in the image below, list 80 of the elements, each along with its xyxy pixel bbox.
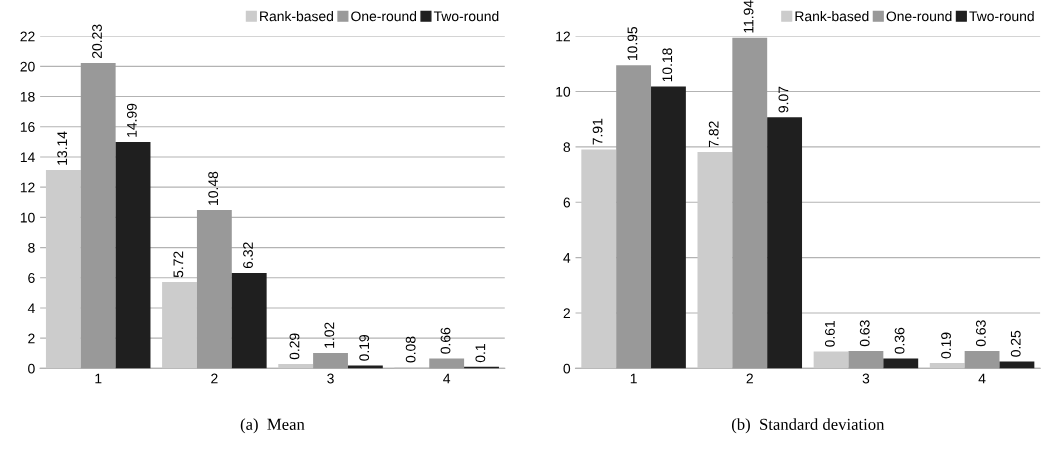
data-label: 7.82: [708, 121, 719, 147]
y-tick-label: 2: [563, 308, 570, 319]
bar: [162, 282, 197, 369]
x-tick-label: 1: [95, 373, 102, 384]
data-label: 1.02: [324, 322, 335, 348]
y-tick-label: 4: [563, 253, 571, 263]
bar: [651, 86, 686, 369]
data-label: 0.61: [824, 320, 835, 347]
y-tick-label: 8: [28, 242, 35, 253]
legend-label: Two-round: [433, 11, 499, 22]
data-label: 11.94: [743, 0, 754, 33]
x-tick-label: 3: [327, 373, 334, 384]
y-tick-label: 14: [20, 152, 35, 162]
data-label: 7.91: [592, 118, 603, 145]
bar: [429, 358, 465, 369]
bar: [80, 62, 116, 369]
x-tick-label: 2: [211, 373, 218, 384]
y-tick-label: 0: [28, 363, 35, 374]
y-tick-label: 6: [563, 197, 571, 208]
data-label: 0.63: [975, 320, 986, 347]
y-tick-label: 10: [556, 86, 571, 97]
y-tick-label: 16: [20, 122, 35, 132]
y-tick-label: 6: [28, 273, 35, 283]
bar: [883, 358, 919, 369]
bar: [616, 65, 652, 369]
y-tick-label: 20: [20, 61, 35, 72]
legend-label: Rank-based: [260, 11, 333, 22]
y-tick-label: 12: [20, 182, 35, 193]
data-label: 0.19: [941, 332, 951, 359]
y-tick-label: 0: [563, 363, 571, 374]
bar: [732, 37, 768, 369]
y-tick-label: 10: [20, 212, 35, 223]
legend-label: One-round: [351, 11, 417, 22]
bar: [697, 151, 733, 369]
y-tick-label: 12: [556, 31, 570, 42]
data-label: 5.72: [173, 251, 184, 278]
bar: [999, 361, 1035, 369]
y-tick-label: 8: [563, 142, 571, 153]
bar: [581, 149, 617, 369]
data-label: 0.19: [359, 334, 370, 361]
y-tick-label: 4: [27, 303, 35, 314]
data-label: 0.36: [894, 327, 905, 354]
data-label: 20.23: [92, 24, 102, 59]
bar: [813, 351, 849, 369]
data-label: 0.25: [1010, 330, 1021, 357]
y-tick-label: 18: [20, 91, 35, 102]
bar: [278, 364, 314, 369]
x-tick-label: 1: [630, 373, 637, 384]
text: (a) Mean: [240, 418, 305, 434]
data-label: 0.29: [289, 333, 300, 360]
bar: [45, 169, 81, 369]
y-tick-label: 22: [20, 31, 35, 42]
text: (b) Standard deviation: [731, 418, 885, 434]
legend-label: Two-round: [969, 11, 1034, 22]
data-label: 0.63: [859, 320, 870, 347]
data-label: 10.18: [662, 48, 673, 82]
bar: [115, 142, 151, 369]
data-label: 0.1: [475, 344, 486, 363]
bar: [196, 210, 232, 369]
x-tick-label: 2: [746, 373, 753, 384]
y-tick-label: 2: [28, 333, 35, 344]
bar: [313, 352, 348, 369]
x-tick-label: 3: [862, 373, 870, 384]
data-label: 10.48: [208, 171, 219, 205]
data-label: 6.32: [243, 242, 253, 269]
bar: [767, 117, 803, 369]
data-label: 0.66: [440, 327, 451, 354]
bar: [964, 350, 1000, 369]
x-tick-label: 4: [978, 373, 986, 384]
data-label: 14.99: [126, 103, 137, 137]
data-label: 10.95: [627, 26, 638, 60]
data-label: 0.08: [405, 336, 416, 363]
bar: [231, 272, 267, 369]
x-tick-label: 4: [443, 373, 451, 384]
bar: [929, 363, 965, 369]
data-label: 13.14: [57, 131, 68, 165]
bar: [848, 350, 884, 369]
data-label: 9.07: [778, 86, 789, 113]
legend-label: One-round: [886, 11, 952, 22]
legend-label: Rank-based: [795, 11, 869, 22]
